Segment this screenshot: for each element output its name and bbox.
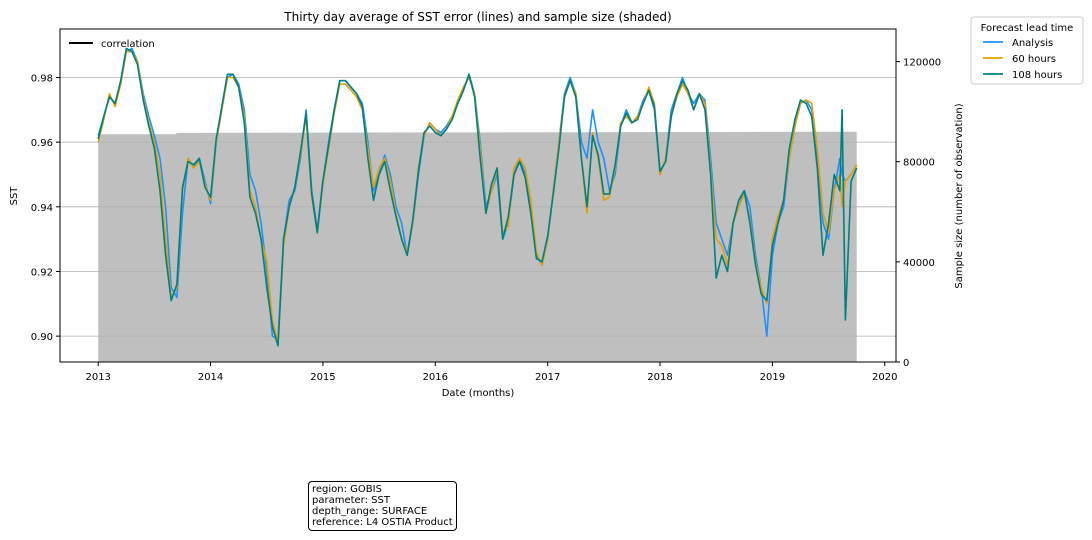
axes: 2013 2014 2015 2016 2017 2018 2019 2020 0.90 0.92…	[31, 58, 941, 383]
legend-label: 60 hours	[1012, 54, 1056, 65]
x-tick-label: 2017	[535, 372, 560, 383]
x-tick-label: 2014	[198, 372, 223, 383]
x-tick-label: 2013	[85, 372, 110, 383]
y2-tick-label: 80000	[903, 158, 935, 169]
info-line-parameter: parameter: SST	[312, 495, 390, 506]
y2-axis-label: Sample size (number of observation)	[954, 103, 965, 288]
legend-label: 108 hours	[1012, 70, 1062, 81]
y-tick-label: 0.90	[31, 332, 53, 343]
y2-tick-label: 120000	[903, 58, 941, 69]
info-line-depth-range: depth_range: SURFACE	[312, 506, 428, 517]
info-line-region: region: GOBIS	[312, 484, 382, 495]
chart-title: Thirty day average of SST error (lines) …	[283, 10, 671, 24]
plot-area	[60, 47, 896, 362]
x-tick-label: 2018	[647, 372, 672, 383]
y-tick-label: 0.98	[31, 73, 53, 84]
x-axis-label: Date (months)	[442, 388, 515, 399]
correlation-legend: correlation	[69, 39, 155, 50]
y-axis-label: SST	[9, 186, 20, 206]
legend-title: Forecast lead time	[981, 23, 1074, 34]
y-tick-label: 0.92	[31, 267, 53, 278]
legend: Forecast lead time Analysis 60 hours 108 h…	[970, 16, 1084, 85]
legend-frame	[970, 16, 1084, 85]
x-tick-label: 2019	[760, 372, 785, 383]
series-line-2	[97, 47, 858, 347]
y2-tick-label: 0	[903, 358, 909, 369]
sample-size-area	[98, 131, 857, 362]
x-tick-label: 2015	[310, 372, 335, 383]
y2-tick-label: 40000	[903, 258, 935, 269]
y-tick-label: 0.94	[31, 203, 53, 214]
legend-label: Analysis	[1012, 38, 1053, 49]
x-tick-label: 2016	[423, 372, 448, 383]
x-tick-label: 2020	[872, 372, 897, 383]
info-line-reference: reference: L4 OSTIA Product	[312, 517, 453, 528]
correlation-legend-label: correlation	[101, 39, 155, 50]
plot-frame	[59, 28, 897, 363]
y-tick-label: 0.96	[31, 138, 53, 149]
info-box: region: GOBIS parameter: SST depth_range…	[308, 481, 457, 531]
